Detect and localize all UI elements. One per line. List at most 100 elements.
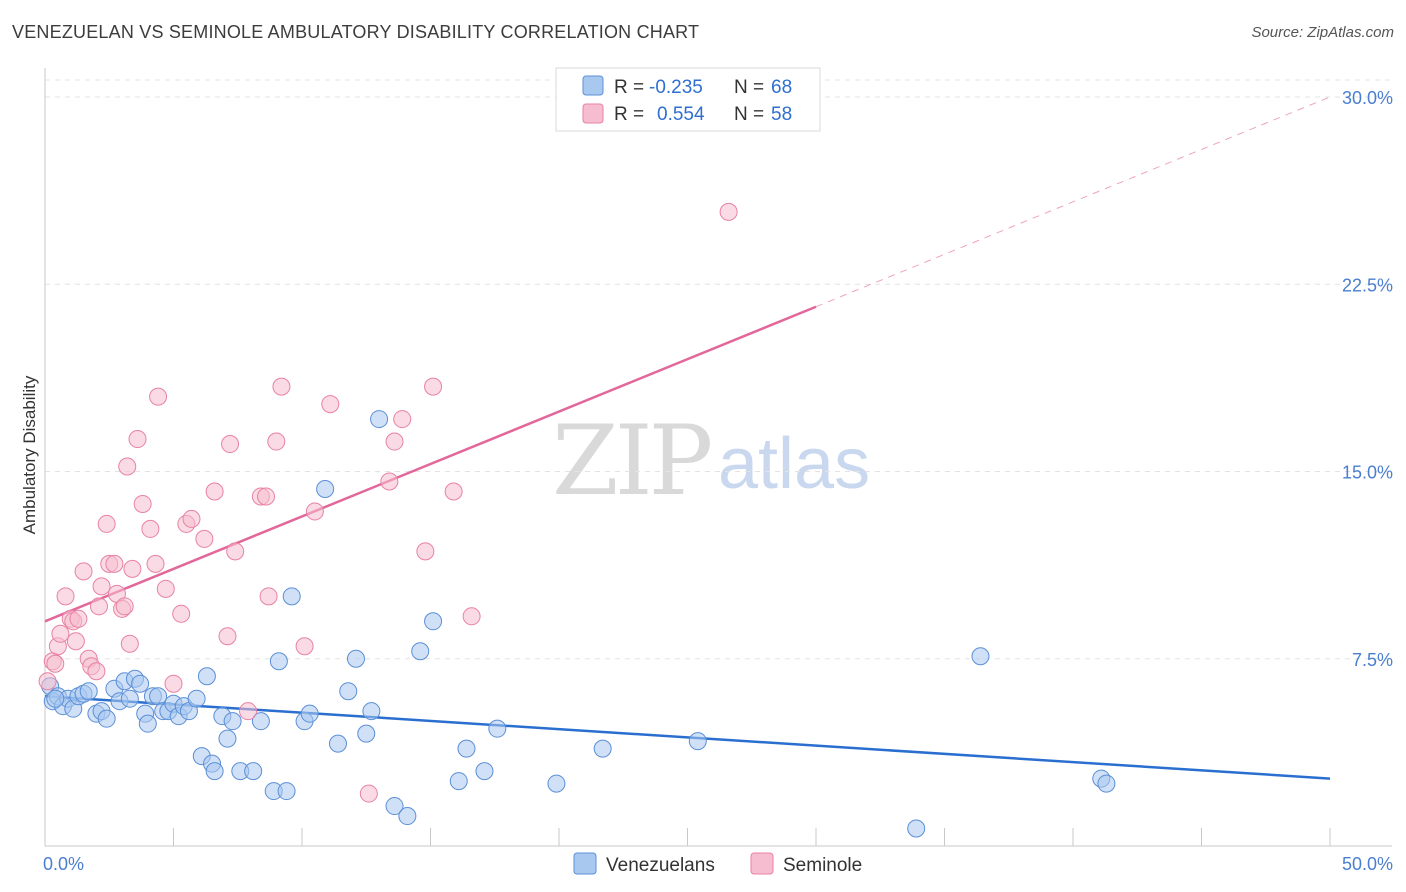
point-seminole-37 [218, 627, 237, 646]
point-venezuelans-46 [328, 734, 347, 753]
point-seminole-51 [385, 432, 404, 451]
point-venezuelans-61 [593, 739, 612, 758]
point-venezuelans-59 [488, 719, 507, 738]
point-seminole-21 [115, 597, 134, 616]
bottom-legend-swatch-seminole [750, 852, 774, 875]
point-seminole-49 [359, 784, 378, 803]
point-seminole-13 [87, 662, 106, 681]
bottom-legend-seminole: Seminole [783, 855, 862, 876]
point-seminole-56 [462, 607, 481, 626]
series-venezuelans [41, 410, 1116, 838]
point-venezuelans-28 [187, 689, 206, 708]
point-venezuelans-58 [475, 762, 494, 781]
bottom-legend-venezuelans: Venezuelans [606, 855, 715, 876]
point-seminole-27 [141, 519, 160, 538]
point-seminole-26 [133, 494, 152, 513]
legend-swatch-venezuelans [582, 75, 604, 96]
y-tick-label-2: 22.5% [1342, 275, 1393, 295]
point-seminole-35 [195, 529, 214, 548]
point-venezuelans-32 [205, 762, 224, 781]
point-seminole-48 [321, 395, 340, 414]
point-seminole-44 [267, 432, 286, 451]
watermark: ZIP atlas [552, 405, 870, 517]
point-seminole-39 [226, 542, 245, 561]
watermark-zip: ZIP [552, 405, 711, 517]
point-venezuelans-51 [370, 410, 389, 429]
legend-r-value-2: 0.554 [657, 104, 705, 125]
point-seminole-46 [295, 637, 314, 656]
point-venezuelans-35 [223, 712, 242, 731]
y-tick-label-3: 30.0% [1342, 88, 1393, 108]
y-tick-label-0: 7.5% [1352, 650, 1393, 670]
point-venezuelans-48 [346, 649, 365, 668]
trend-line-seminole-extension [815, 96, 1331, 308]
point-seminole-15 [92, 577, 111, 596]
data-points [38, 202, 1116, 838]
trend-lines [44, 96, 1331, 780]
point-venezuelans-11 [97, 709, 116, 728]
point-venezuelans-62 [688, 732, 707, 751]
point-venezuelans-64 [971, 647, 990, 666]
legend-n-value-2: 58 [771, 104, 792, 125]
x-tick-label-0: 0.0% [43, 854, 84, 874]
point-seminole-0 [38, 672, 57, 691]
point-seminole-52 [393, 410, 412, 429]
point-venezuelans-49 [357, 724, 376, 743]
series-legend: Venezuelans Seminole [573, 852, 862, 876]
point-seminole-31 [164, 674, 183, 693]
point-seminole-42 [257, 487, 276, 506]
point-seminole-43 [259, 587, 278, 606]
point-venezuelans-37 [244, 762, 263, 781]
chart-title: VENEZUELAN VS SEMINOLE AMBULATORY DISABI… [12, 22, 700, 42]
point-venezuelans-34 [218, 729, 237, 748]
source-credit: Source: ZipAtlas.com [1251, 24, 1394, 41]
point-seminole-4 [51, 624, 70, 643]
point-seminole-55 [444, 482, 463, 501]
legend-n-label-1: N = [734, 77, 764, 98]
point-venezuelans-15 [120, 689, 139, 708]
point-venezuelans-41 [277, 782, 296, 801]
series-seminole [38, 202, 738, 803]
point-seminole-45 [272, 377, 291, 396]
point-seminole-22 [118, 457, 137, 476]
point-venezuelans-67 [46, 689, 65, 708]
correlation-legend: R = -0.235 N = 68 R = 0.554 N = 58 [555, 67, 821, 132]
point-venezuelans-44 [300, 704, 319, 723]
y-tick-label-1: 15.0% [1342, 463, 1393, 483]
point-seminole-50 [380, 472, 399, 491]
point-seminole-38 [221, 435, 240, 454]
point-seminole-57 [719, 202, 738, 221]
bottom-legend-swatch-venezuelans [573, 852, 597, 875]
point-seminole-36 [205, 482, 224, 501]
point-venezuelans-53 [398, 807, 417, 826]
point-venezuelans-17 [131, 674, 150, 693]
point-seminole-25 [128, 430, 147, 449]
point-seminole-24 [123, 559, 142, 578]
point-seminole-2 [46, 654, 65, 673]
grid-lines [45, 79, 1392, 660]
point-venezuelans-47 [339, 682, 358, 701]
point-seminole-8 [66, 632, 85, 651]
x-tick-label-1: 50.0% [1342, 854, 1393, 874]
point-seminole-18 [105, 554, 124, 573]
point-seminole-30 [156, 579, 175, 598]
watermark-atlas: atlas [718, 424, 870, 504]
point-venezuelans-56 [449, 772, 468, 791]
point-venezuelans-50 [362, 702, 381, 721]
point-seminole-29 [149, 387, 168, 406]
point-seminole-54 [424, 377, 443, 396]
point-venezuelans-38 [251, 712, 270, 731]
point-venezuelans-55 [424, 612, 443, 631]
legend-n-label-2: N = [734, 104, 764, 125]
point-seminole-53 [416, 542, 435, 561]
point-venezuelans-52 [385, 797, 404, 816]
point-venezuelans-60 [547, 774, 566, 793]
point-seminole-23 [120, 634, 139, 653]
point-venezuelans-19 [138, 714, 157, 733]
legend-r-label-1: R = [614, 77, 644, 98]
point-seminole-28 [146, 554, 165, 573]
point-venezuelans-30 [197, 667, 216, 686]
point-venezuelans-21 [149, 687, 168, 706]
legend-swatch-seminole [582, 103, 604, 124]
